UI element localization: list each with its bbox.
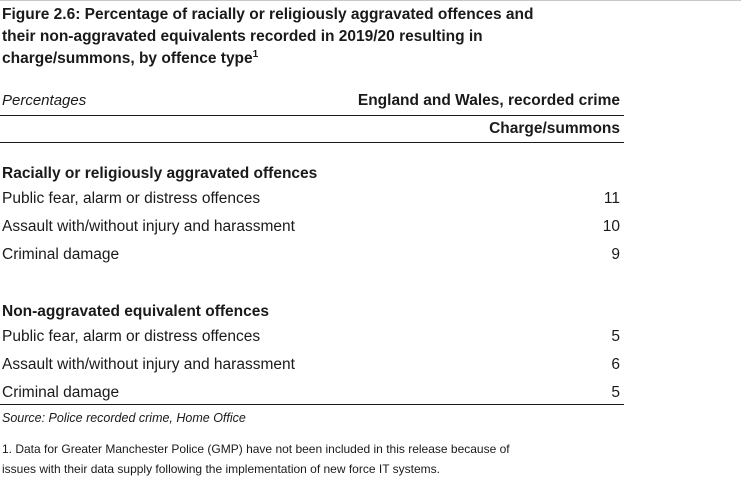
spacer [0,143,624,159]
row-value: 11 [603,190,620,207]
table-row: Public fear, alarm or distress offences … [0,186,624,214]
spacer [0,270,624,297]
column-header-charge-summons: Charge/summons [489,120,620,137]
title-footnote-marker: 1 [252,49,259,60]
table-row: Assault with/without injury and harassme… [0,214,624,242]
figure-title: Figure 2.6: Percentage of racially or re… [2,4,642,70]
title-line-3: charge/summons, by offence type1 [2,48,642,70]
coverage-label: England and Wales, recorded crime [357,92,620,109]
row-label: Assault with/without injury and harassme… [2,356,295,373]
section-heading-text: Racially or religiously aggravated offen… [2,165,318,182]
top-divider [0,0,741,1]
row-label: Assault with/without injury and harassme… [2,218,295,235]
column-header-row: Charge/summons [0,116,624,143]
row-label: Public fear, alarm or distress offences [2,190,261,207]
footnote-line-1: 1. Data for Greater Manchester Police (G… [2,442,510,456]
section-heading-aggravated: Racially or religiously aggravated offen… [0,159,624,186]
row-label: Criminal damage [2,246,120,263]
title-line-1: Figure 2.6: Percentage of racially or re… [2,6,534,23]
table-header-row: Percentages England and Wales, recorded … [0,90,624,116]
source-note: Source: Police recorded crime, Home Offi… [2,411,246,425]
table-row: Criminal damage 5 [0,380,624,405]
section-heading-text: Non-aggravated equivalent offences [2,303,270,320]
section-heading-non-aggravated: Non-aggravated equivalent offences [0,297,624,324]
row-label: Criminal damage [2,384,120,401]
row-label: Public fear, alarm or distress offences [2,328,261,345]
title-line-2: their non-aggravated equivalents recorde… [2,28,483,45]
row-value: 5 [611,328,620,345]
units-label: Percentages [2,92,87,109]
table-row: Public fear, alarm or distress offences … [0,324,624,352]
row-value: 10 [602,218,620,235]
offences-table: Percentages England and Wales, recorded … [0,90,624,405]
table-row: Assault with/without injury and harassme… [0,352,624,380]
row-value: 9 [611,246,620,263]
table-row: Criminal damage 9 [0,242,624,270]
row-value: 6 [611,356,620,373]
footnote-line-2: issues with their data supply following … [2,462,440,476]
row-value: 5 [611,384,620,401]
footnote: 1. Data for Greater Manchester Police (G… [2,439,642,479]
title-line-3-text: charge/summons, by offence type [2,50,253,67]
